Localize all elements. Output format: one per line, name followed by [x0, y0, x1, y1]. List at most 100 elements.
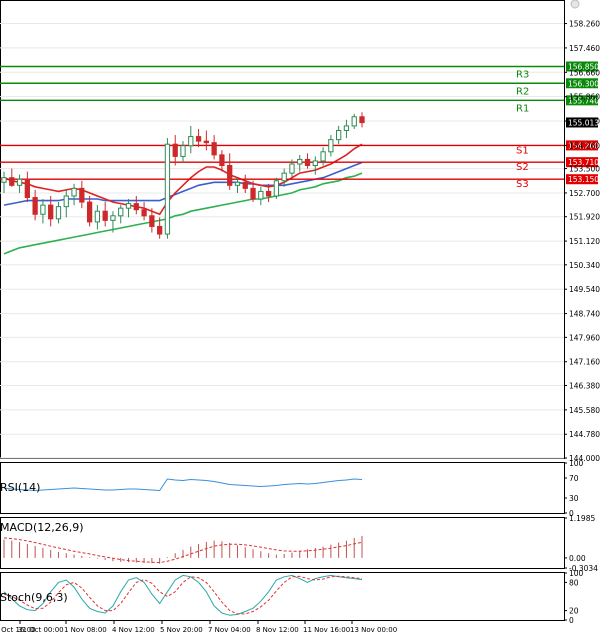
price-tick-label: 158.260 [569, 20, 600, 29]
candle [211, 135, 217, 160]
macd-panel: 1.1985 0.00-0.3034 [3, 514, 598, 573]
price-tick-label: 152.700 [569, 189, 600, 198]
candle-body [157, 225, 163, 235]
candle-body [94, 210, 101, 223]
candle [203, 130, 209, 151]
price-tick-label: 153.500 [569, 165, 600, 174]
level-label-s1: S1 [516, 145, 529, 156]
price-tick-label: 144.000 [569, 454, 600, 463]
price-panel-frame [0, 0, 565, 459]
price-tick-label: 150.340 [569, 261, 600, 270]
candle-body [328, 139, 334, 153]
candle [24, 171, 30, 203]
candle [157, 217, 163, 239]
candle-body [32, 197, 38, 215]
stoch-tick-label: 100 [569, 569, 584, 578]
level-value-label: 155.740 [568, 96, 599, 105]
stoch-tick-label: 20 [569, 607, 579, 616]
candle [71, 183, 77, 206]
candle-body [281, 172, 287, 182]
candle [258, 186, 264, 206]
time-tick-label: 7 Nov 04:00 [208, 626, 251, 634]
candle [242, 174, 248, 193]
candle-body [102, 210, 108, 221]
candle [32, 189, 38, 221]
candle [227, 153, 233, 190]
candle [351, 113, 357, 129]
candle-body [141, 209, 147, 217]
ma-slow-line [3, 172, 363, 255]
candle [297, 154, 303, 172]
level-value-tag [566, 95, 598, 106]
stoch-title: Stoch(9,6,3) [0, 591, 68, 604]
level-value-tag [566, 174, 598, 185]
candle-body [188, 136, 194, 147]
candle [48, 195, 54, 227]
candle [219, 150, 225, 172]
stoch-k-line [3, 574, 363, 616]
macd-signal-line [3, 537, 363, 564]
candle [102, 202, 108, 227]
candle [164, 138, 171, 239]
candle-body [273, 180, 280, 197]
macd-tick-label: 0.00 [569, 554, 586, 563]
price-tick-label: 155.860 [569, 93, 600, 102]
candle-body [71, 187, 77, 197]
candle-body [79, 187, 85, 203]
candles [1, 112, 365, 239]
time-tick-label: 4 Nov 12:00 [112, 626, 155, 634]
stoch-panel-frame [0, 572, 565, 621]
candle-body [203, 140, 209, 144]
level-label-s3: S3 [516, 179, 529, 190]
candle [188, 125, 194, 154]
price-tick-label: 157.460 [569, 44, 600, 53]
time-tick-label: 5 Nov 20:00 [160, 626, 203, 634]
rsi-tick-label: 0 [569, 509, 574, 518]
candle-body [211, 142, 217, 156]
candle [149, 208, 155, 233]
price-tick-label: 148.740 [569, 310, 600, 319]
candle [63, 189, 69, 218]
price-tick-label: 144.780 [569, 430, 600, 439]
rsi-tick-label: 100 [569, 459, 584, 468]
rsi-tick-label: 70 [569, 474, 579, 483]
candle [118, 205, 124, 224]
candle [86, 195, 93, 227]
candle-body [304, 158, 311, 167]
candle [289, 159, 295, 178]
level-value-tag [566, 157, 598, 168]
candle-body [125, 203, 132, 209]
price-tick-label: 145.580 [569, 406, 600, 415]
candle [250, 180, 256, 203]
rsi-tick-label: 30 [569, 494, 579, 503]
candle-body [289, 163, 295, 174]
time-tick-label: 30 Oct 16:00 [0, 626, 36, 634]
price-tick-label: 151.120 [569, 237, 600, 246]
price-tick-label: 147.160 [569, 358, 600, 367]
level-value-tag [566, 140, 598, 151]
window-button-icon[interactable] [570, 0, 580, 9]
macd-title: MACD(12,26,9) [0, 521, 84, 534]
price-tick-label: 149.540 [569, 285, 600, 294]
ma-fast-line [3, 143, 363, 216]
level-label-r3: R3 [516, 70, 529, 81]
candle-body [63, 195, 69, 208]
candle [79, 180, 85, 209]
candle-body [219, 154, 225, 167]
macd-tick-label: 1.1985 [569, 514, 595, 523]
level-value-label: 153.710 [568, 158, 599, 167]
candle-body [9, 177, 15, 186]
price-grid [0, 23, 564, 459]
candle [9, 168, 15, 187]
rsi-line [3, 478, 363, 492]
current-price-label: 155.013 [568, 118, 599, 127]
candle [328, 135, 334, 157]
candle [125, 199, 132, 218]
candle-body [227, 165, 233, 186]
level-value-tag [566, 78, 598, 89]
candle [172, 135, 178, 166]
current-price-tag [566, 117, 598, 128]
candle [40, 199, 46, 224]
level-value-label: 156.850 [568, 63, 599, 72]
